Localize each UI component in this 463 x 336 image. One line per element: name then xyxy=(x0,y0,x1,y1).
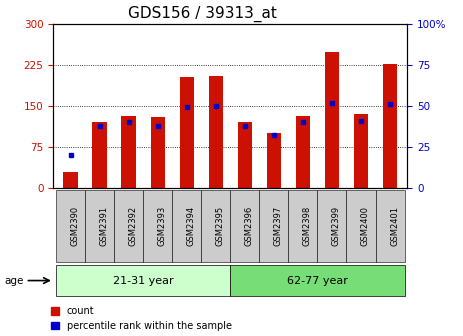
Bar xyxy=(325,52,339,188)
Text: GSM2393: GSM2393 xyxy=(158,206,167,246)
Text: GSM2395: GSM2395 xyxy=(216,206,225,246)
Text: GSM2401: GSM2401 xyxy=(390,206,399,246)
Text: GSM2397: GSM2397 xyxy=(274,206,283,246)
Bar xyxy=(296,116,310,188)
Bar xyxy=(63,172,78,188)
Text: GSM2394: GSM2394 xyxy=(187,206,196,246)
Text: 62-77 year: 62-77 year xyxy=(287,276,348,286)
Legend: count, percentile rank within the sample: count, percentile rank within the sample xyxy=(51,306,232,331)
Bar xyxy=(93,122,107,188)
Bar xyxy=(383,64,397,188)
Text: GSM2399: GSM2399 xyxy=(332,206,341,246)
Text: GSM2392: GSM2392 xyxy=(129,206,138,246)
Text: GSM2396: GSM2396 xyxy=(245,206,254,246)
Text: GSM2391: GSM2391 xyxy=(100,206,109,246)
Text: GSM2398: GSM2398 xyxy=(303,206,312,246)
Text: 21-31 year: 21-31 year xyxy=(113,276,174,286)
Bar xyxy=(180,77,194,188)
Bar xyxy=(121,116,136,188)
Bar xyxy=(267,133,281,188)
Bar xyxy=(208,76,223,188)
Bar xyxy=(150,117,165,188)
Text: GDS156 / 39313_at: GDS156 / 39313_at xyxy=(128,6,276,22)
Bar xyxy=(238,122,252,188)
Text: GSM2400: GSM2400 xyxy=(361,206,370,246)
Text: GSM2390: GSM2390 xyxy=(71,206,80,246)
Bar xyxy=(354,114,368,188)
Text: age: age xyxy=(5,276,24,286)
